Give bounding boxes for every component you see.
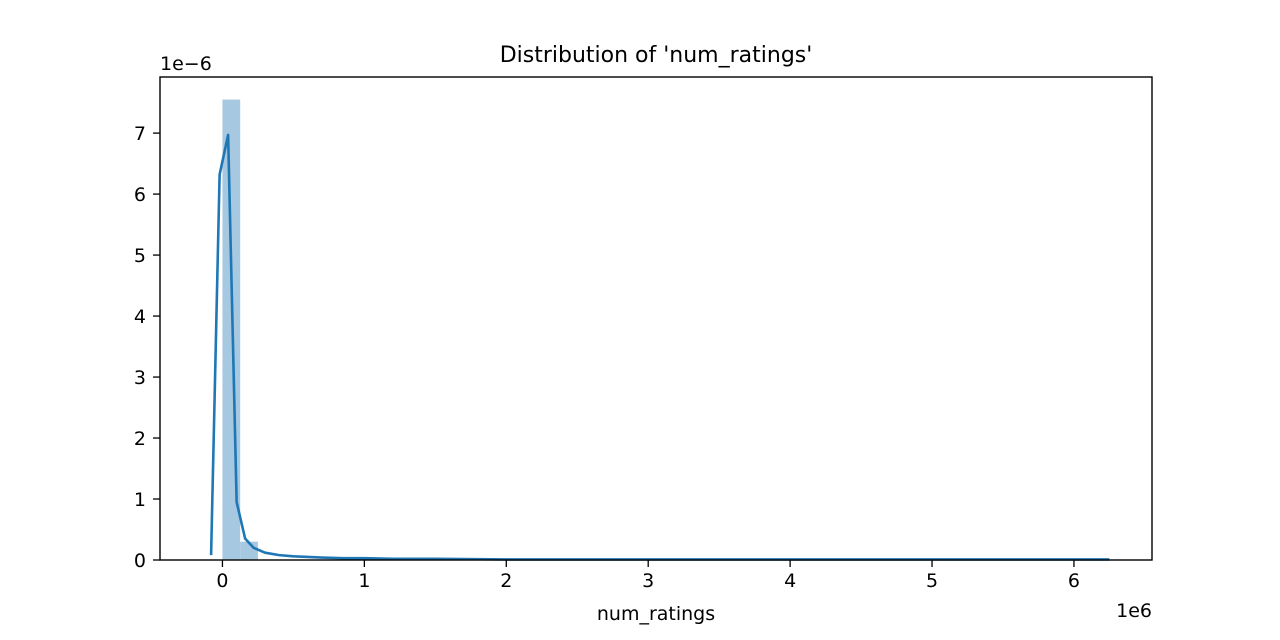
y-tick-label: 7 — [134, 123, 146, 145]
y-tick-label: 0 — [134, 550, 146, 572]
y-tick-label: 5 — [134, 245, 146, 267]
x-tick-label: 1 — [358, 570, 370, 592]
x-tick-label: 3 — [642, 570, 654, 592]
y-tick-label: 4 — [134, 306, 146, 328]
x-tick-label: 6 — [1068, 570, 1080, 592]
x-tick-label: 5 — [926, 570, 938, 592]
x-tick-label: 2 — [500, 570, 512, 592]
y-axis-ticks: 0 1 2 3 4 5 6 7 — [134, 123, 160, 572]
x-tick-label: 4 — [784, 570, 796, 592]
x-axis-label: num_ratings — [597, 603, 715, 625]
plot-frame — [159, 76, 1153, 561]
x-tick-label: 0 — [216, 570, 228, 592]
y-offset-label: 1e−6 — [160, 53, 212, 75]
chart-title: Distribution of 'num_ratings' — [500, 43, 813, 68]
kde-line — [209, 133, 1110, 561]
y-tick-label: 3 — [134, 367, 146, 389]
y-tick-label: 2 — [134, 428, 146, 450]
x-offset-label: 1e6 — [1116, 600, 1152, 622]
y-tick-label: 1 — [134, 489, 146, 511]
y-tick-label: 6 — [134, 184, 146, 206]
x-axis-ticks: 0 1 2 3 4 5 6 — [216, 560, 1080, 592]
